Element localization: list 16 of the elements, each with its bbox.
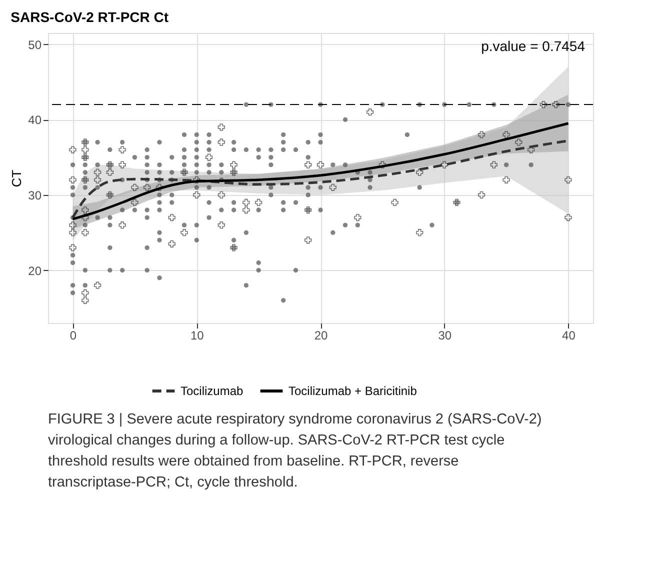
annotation: p.value = 0.7454: [481, 38, 586, 54]
legend-label: Tocilizumab + Baricitinib: [288, 384, 418, 398]
x-tick-label: 40: [562, 328, 576, 342]
line-series: [72, 122, 570, 220]
x-tick-label: 20: [314, 328, 328, 342]
y-axis-title: CT: [9, 170, 24, 188]
legend-label: Tocilizumab: [180, 384, 244, 398]
chart-title: SARS-CoV-2 RT-PCR Ct: [10, 9, 169, 25]
caption: FIGURE 3 | Severe acute respiratory syndrome coronavirus 2 (SARS-CoV-2) virological changes during a follow-up. SARS-CoV-2 RT-PCR test cycle threshold results were obtained from baseline. RT-PCR, reverse transcriptase-PCR; Ct, cycle threshold.: [48, 412, 542, 490]
x-tick-label: 10: [190, 328, 204, 342]
y-tick-label: 20: [28, 264, 42, 278]
x-tick-label: 30: [438, 328, 452, 342]
y-tick-label: 40: [28, 113, 42, 128]
y-tick-label: 30: [28, 188, 42, 202]
y-tick-label: 50: [28, 38, 42, 52]
x-tick-label: 0: [70, 328, 77, 342]
